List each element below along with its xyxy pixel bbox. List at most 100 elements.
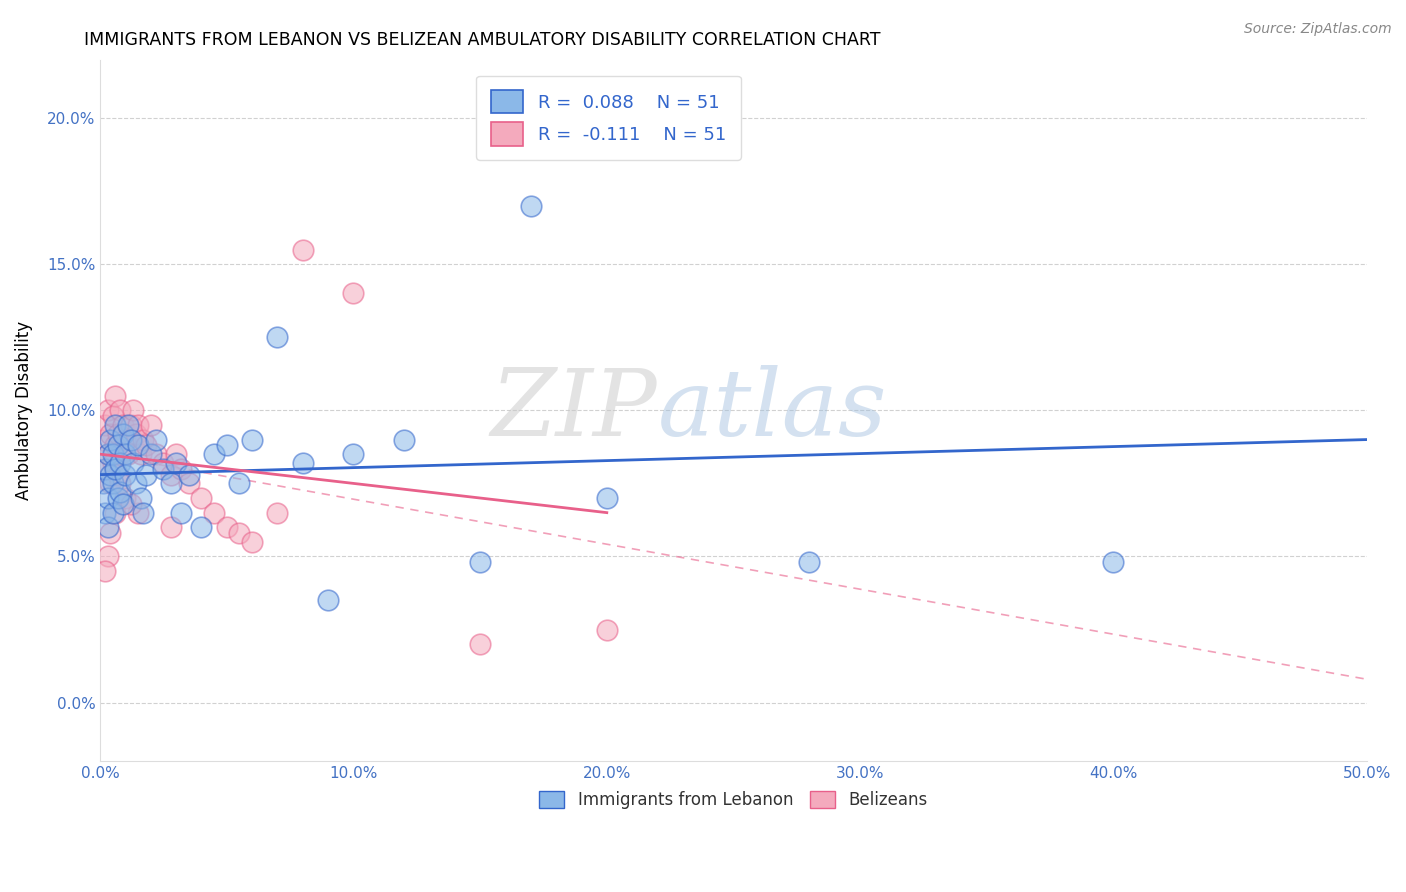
Point [101,456,124,470]
Point [139,447,162,461]
Point [127,506,149,520]
Point [114,433,136,447]
Point [240,534,263,549]
Point [104,506,127,520]
Point [104,389,127,403]
Point [120,417,142,432]
Point [107,491,129,505]
Point [104,438,127,452]
Point [127,417,149,432]
Point [117,447,139,461]
Point [122,403,145,417]
Point [101,476,124,491]
Point [160,467,183,482]
Text: ZIP: ZIP [491,366,658,455]
Point [127,438,149,452]
Point [94,506,117,520]
Point [165,447,187,461]
Point [228,476,250,491]
Point [97,447,120,461]
Point [110,476,132,491]
Point [122,456,145,470]
Point [316,593,339,607]
Point [97,447,120,461]
Point [190,520,212,534]
Point [97,491,120,505]
Point [291,456,314,470]
Point [468,555,491,569]
Point [342,286,364,301]
Point [129,447,152,461]
Point [799,555,821,569]
Text: atlas: atlas [658,366,887,455]
Point [596,491,619,505]
Point [101,409,124,424]
Point [228,526,250,541]
Point [94,462,117,476]
Point [190,491,212,505]
Point [266,330,288,344]
Point [124,476,146,491]
Point [132,433,155,447]
Point [177,467,200,482]
Point [107,438,129,452]
Point [520,199,543,213]
Point [94,462,117,476]
Point [468,637,491,651]
Point [117,417,139,432]
Text: IMMIGRANTS FROM LEBANON VS BELIZEAN AMBULATORY DISABILITY CORRELATION CHART: IMMIGRANTS FROM LEBANON VS BELIZEAN AMBU… [84,31,882,49]
Point [145,447,167,461]
Point [91,433,114,447]
Point [101,506,124,520]
Point [139,417,162,432]
Point [97,549,120,564]
Point [114,467,136,482]
Point [98,526,121,541]
Point [215,438,238,452]
Point [215,520,238,534]
Point [202,506,225,520]
Point [107,426,129,441]
Point [110,403,132,417]
Point [160,476,183,491]
Point [135,438,157,452]
Point [120,433,142,447]
Text: Source: ZipAtlas.com: Source: ZipAtlas.com [1244,22,1392,37]
Point [104,417,127,432]
Point [94,417,117,432]
Point [152,456,174,470]
Point [97,403,120,417]
Point [98,426,121,441]
Point [110,447,132,461]
Point [94,564,117,578]
Point [152,462,174,476]
Point [107,467,129,482]
Point [132,506,155,520]
Point [129,491,152,505]
Point [124,426,146,441]
Point [111,497,134,511]
Point [240,433,263,447]
Point [1102,555,1125,569]
Point [91,476,114,491]
Legend: Immigrants from Lebanon, Belizeans: Immigrants from Lebanon, Belizeans [533,784,934,816]
Point [160,520,183,534]
Point [111,426,134,441]
Point [110,456,132,470]
Point [120,497,142,511]
Point [135,467,157,482]
Point [114,491,136,505]
Point [98,467,121,482]
Point [145,433,167,447]
Point [170,462,193,476]
Point [266,506,288,520]
Point [596,623,619,637]
Point [114,447,136,461]
Point [104,462,127,476]
Point [170,506,193,520]
Point [98,476,121,491]
Point [392,433,415,447]
Point [342,447,364,461]
Point [101,447,124,461]
Point [98,433,121,447]
